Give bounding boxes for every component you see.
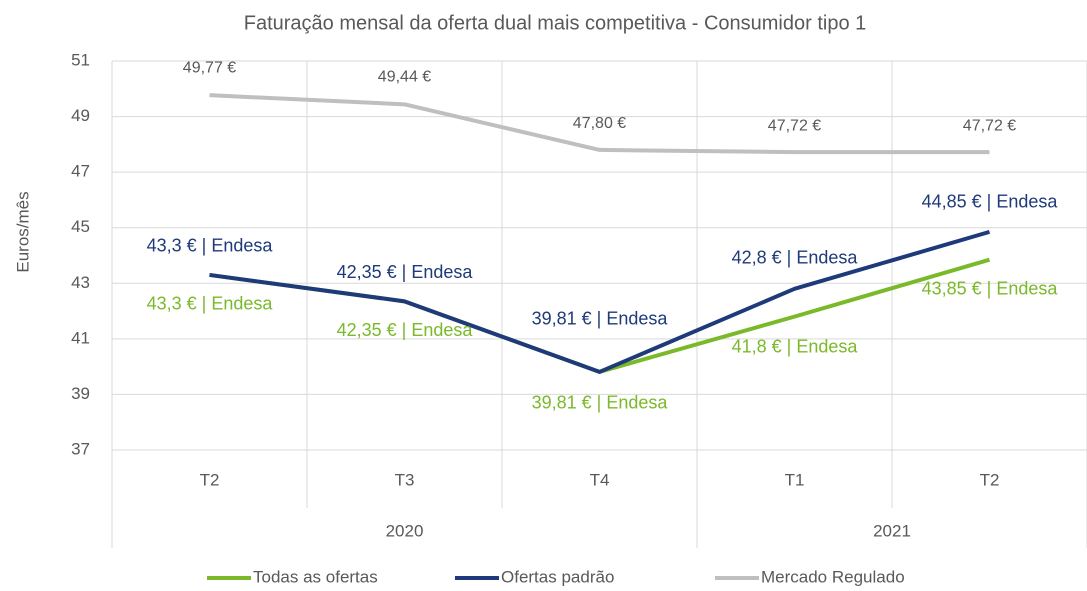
data-label: 47,72 €: [768, 117, 821, 134]
x-tick-label: T4: [590, 470, 610, 489]
series-line: [209, 93, 990, 155]
x-tick-label: T3: [395, 470, 415, 489]
group-label: 2020: [386, 521, 424, 540]
group-label: 2021: [873, 521, 911, 540]
data-label: 43,3 € | Endesa: [147, 294, 274, 314]
chart-title: Faturação mensal da oferta dual mais com…: [244, 12, 867, 34]
data-label: 44,85 € | Endesa: [922, 192, 1059, 212]
y-tick-label: 39: [71, 384, 90, 403]
legend-label: Mercado Regulado: [761, 567, 905, 586]
data-label: 39,81 € | Endesa: [532, 393, 669, 413]
y-tick-label: 41: [71, 328, 90, 347]
data-label: 42,8 € | Endesa: [732, 248, 859, 268]
y-tick-label: 49: [71, 106, 90, 125]
data-label: 42,35 € | Endesa: [337, 320, 474, 340]
y-tick-label: 45: [71, 217, 90, 236]
y-tick-label: 47: [71, 162, 90, 181]
data-label: 49,44 €: [378, 69, 431, 86]
y-tick-label: 43: [71, 273, 90, 292]
data-label: 42,35 € | Endesa: [337, 262, 474, 282]
data-label: 47,72 €: [963, 117, 1016, 134]
data-label: 43,85 € | Endesa: [922, 278, 1059, 298]
data-label: 47,80 €: [573, 115, 626, 132]
y-tick-label: 51: [71, 50, 90, 69]
x-tick-label: T2: [980, 470, 1000, 489]
y-axis-title: Euros/mês: [13, 191, 32, 272]
y-tick-label: 37: [71, 439, 90, 458]
x-tick-label: T2: [200, 470, 220, 489]
data-label: 41,8 € | Endesa: [732, 336, 859, 356]
data-label: 49,77 €: [183, 59, 236, 76]
x-tick-label: T1: [785, 470, 805, 489]
data-label: 39,81 € | Endesa: [532, 309, 669, 329]
data-label: 43,3 € | Endesa: [147, 236, 274, 256]
legend-label: Ofertas padrão: [501, 567, 614, 586]
series-line: [209, 229, 991, 374]
legend-label: Todas as ofertas: [253, 567, 378, 586]
